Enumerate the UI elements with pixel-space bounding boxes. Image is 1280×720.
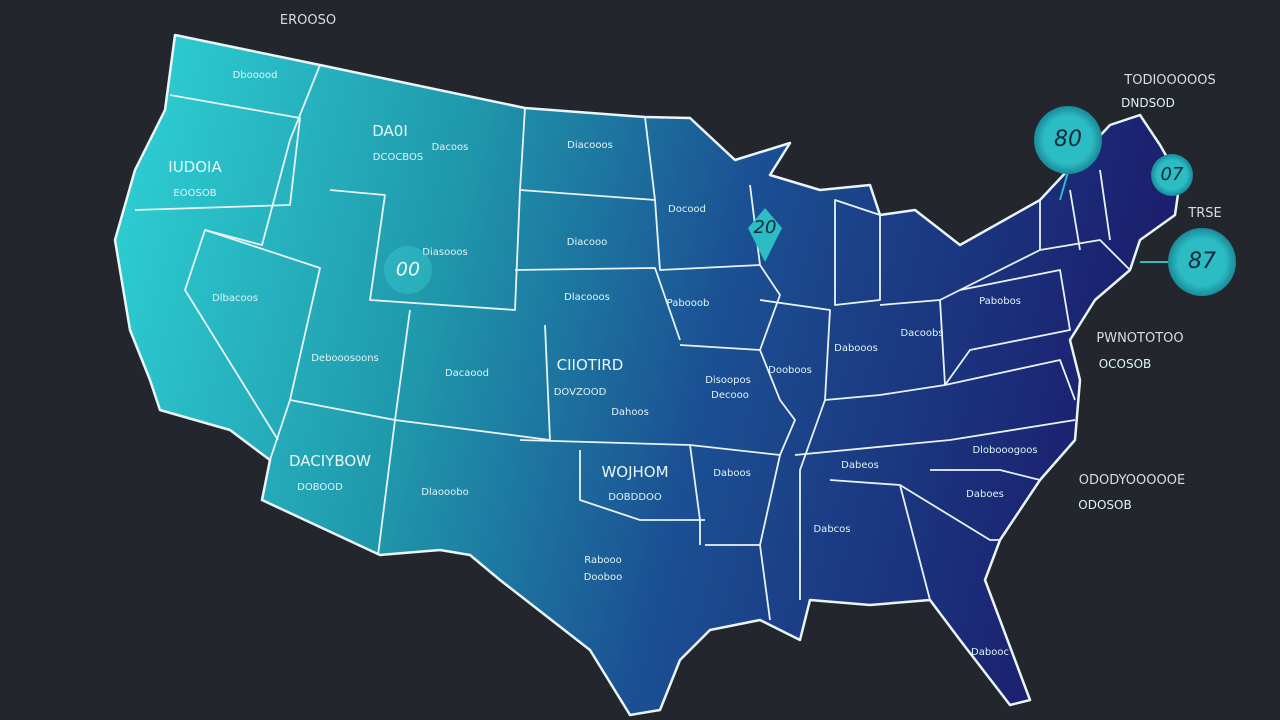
note-label: ODODYOOOOOE <box>1079 473 1185 488</box>
note-label: TRSE <box>1187 206 1221 221</box>
region-label: Rabooo <box>584 555 622 566</box>
marker-value: 20 <box>754 217 777 238</box>
region-label: Dlaooobo <box>421 487 468 498</box>
top-label: EROOSO <box>280 13 336 28</box>
side-notes: TODIOOOOOS DNDSOD TRSE PWNOTOTOO OCOSOB … <box>1078 73 1221 512</box>
marker-circle <box>1034 106 1102 174</box>
region-label: WOJHOM <box>601 463 668 481</box>
region-label: Docood <box>668 204 706 215</box>
region-sub: DCOCBOS <box>373 152 423 163</box>
marker-value: 87 <box>1188 249 1216 274</box>
region-label: Pabobos <box>979 296 1021 307</box>
region-sub: Decooo <box>711 390 749 401</box>
note-sub: DNDSOD <box>1121 96 1175 110</box>
region-label: Dabeos <box>841 460 879 471</box>
marker-circle <box>1151 154 1193 196</box>
region-label: Daboes <box>966 489 1004 500</box>
region-sub: Dooboo <box>584 572 623 583</box>
region-label: Daboos <box>713 468 751 479</box>
us-outline <box>113 33 1182 717</box>
state-borders <box>134 64 1131 621</box>
region-label: Dacoobs <box>900 328 943 339</box>
note-sub: ODOSOB <box>1078 498 1131 512</box>
region-label: DACIYBOW <box>289 452 371 470</box>
marker-circle <box>1168 228 1236 296</box>
marker-value: 00 <box>396 259 420 281</box>
region-label: Disoopos <box>705 375 751 386</box>
region-sub: DOVZOOD <box>554 387 607 398</box>
region-label: Pabooob <box>667 298 710 309</box>
region-label: Dbooood <box>233 70 278 81</box>
region-label: Dabcos <box>813 524 850 535</box>
marker-value: 80 <box>1054 127 1082 152</box>
region-sub: DOBOOD <box>297 482 343 493</box>
note-label: PWNOTOTOO <box>1096 331 1183 346</box>
marker-value: 07 <box>1161 164 1184 185</box>
region-label: Diacooos <box>567 140 613 151</box>
region-label: Diacooo <box>567 237 607 248</box>
region-label: Dahoos <box>611 407 649 418</box>
map-labels: EROOSO Dbooood DA0I DCOCBOS IUDOIA EOOSO… <box>168 13 1037 658</box>
region-label: Dlobooogoos <box>972 445 1037 456</box>
region-label: Dacoos <box>432 142 469 153</box>
region-label: DA0I <box>372 122 408 140</box>
region-label: Dacaood <box>445 368 489 379</box>
marker-pin <box>748 208 782 262</box>
note-label: TODIOOOOOS <box>1123 73 1215 88</box>
region-label: Dlbacoos <box>212 293 258 304</box>
region-label: IUDOIA <box>168 158 222 176</box>
marker-stem <box>1059 171 1069 201</box>
region-label: CIIOTIRD <box>557 356 624 374</box>
marker-glow <box>384 246 432 294</box>
region-sub: EOOSOB <box>173 188 216 199</box>
region-label: Dooboos <box>768 365 812 376</box>
note-sub: OCOSOB <box>1099 357 1152 371</box>
region-label: Diasooos <box>422 247 467 258</box>
markers: 80 07 87 20 00 <box>384 106 1236 296</box>
region-label: Dabooos <box>834 343 878 354</box>
region-label: Dlacooos <box>564 292 610 303</box>
region-sub: DOBDDOO <box>608 492 662 503</box>
region-label: Debooosoons <box>311 353 379 364</box>
region-label: Dabooc <box>971 647 1009 658</box>
